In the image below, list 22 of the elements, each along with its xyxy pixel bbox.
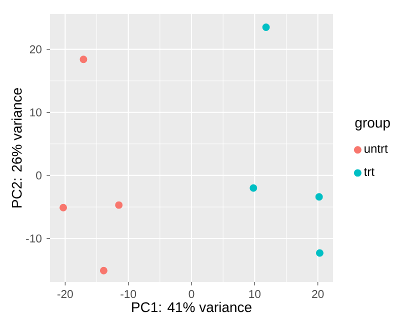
y-tick-label: 20 — [30, 45, 42, 54]
legend-label: untrt — [364, 144, 388, 153]
legend-title: group — [355, 120, 390, 130]
point — [250, 184, 258, 192]
legend-label: trt — [364, 168, 374, 176]
x-tick-label: -10 — [120, 290, 136, 298]
y-tick-label: 10 — [30, 108, 42, 116]
point — [315, 193, 323, 201]
x-tick-label: 20 — [312, 290, 324, 298]
point — [100, 266, 108, 274]
y-axis-title: PC2: 26% variance — [11, 88, 22, 208]
point — [316, 249, 324, 257]
point — [60, 204, 68, 212]
point — [115, 201, 123, 209]
point — [80, 56, 88, 64]
x-axis-title: PC1: 41% variance — [132, 302, 252, 312]
x-tick-label: 10 — [249, 290, 261, 298]
y-tick-label: -10 — [26, 234, 42, 242]
point — [262, 24, 270, 31]
x-tick-label: 0 — [188, 290, 194, 298]
y-tick-label: 0 — [36, 171, 42, 180]
x-tick-label: -20 — [57, 290, 73, 298]
